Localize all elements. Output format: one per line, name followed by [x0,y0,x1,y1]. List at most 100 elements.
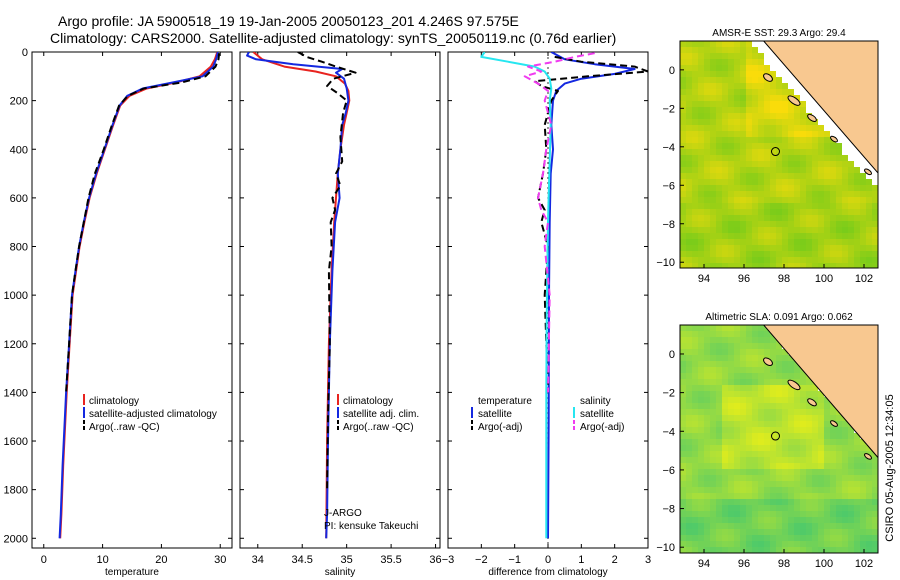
island [787,379,801,391]
map-cell [818,233,824,239]
map-cell [758,179,764,185]
map-cell [806,185,812,191]
map-cell [764,499,770,505]
map-cell [782,481,788,487]
map-cell [734,379,740,385]
map-cell [836,155,842,161]
map-cell [782,379,788,385]
map-cell [680,95,686,101]
map-cell [794,209,800,215]
map-cell [800,541,806,547]
map-cell [788,511,794,517]
map-cell [728,233,734,239]
map-cell [722,221,728,227]
map-cell [812,179,818,185]
map-cell [710,203,716,209]
map-cell [818,469,824,475]
map-cell [758,125,764,131]
map-cell [764,415,770,421]
map-cell [800,547,806,553]
map-cell [692,325,698,331]
map-cell [728,113,734,119]
island [830,135,838,143]
map-cell [872,523,878,529]
map-cell [800,511,806,517]
map-cell [722,239,728,245]
map-cell [746,343,752,349]
map-cell [794,367,800,373]
map-cell [830,227,836,233]
map-cell [794,535,800,541]
map-cell [752,343,758,349]
map-cell [848,167,854,173]
map-cell [758,185,764,191]
map-cell [740,185,746,191]
map-cell [764,83,770,89]
map-cell [788,541,794,547]
map-cell [740,439,746,445]
map-cell [764,337,770,343]
map-cell [752,397,758,403]
map-cell [782,119,788,125]
map-cell [806,499,812,505]
map-cell [782,209,788,215]
map-cell [734,239,740,245]
map-cell [746,125,752,131]
map-cell [722,349,728,355]
map-cell [710,463,716,469]
map-cell [740,475,746,481]
map-cell [806,209,812,215]
map-cell [758,445,764,451]
map-cell [686,131,692,137]
map-cell [680,487,686,493]
map-cell [812,203,818,209]
map-cell [692,137,698,143]
map-cell [812,451,818,457]
map-cell [746,251,752,257]
map-cell [722,161,728,167]
map-cell [854,439,860,445]
map-cell [764,215,770,221]
map-cell [734,137,740,143]
map-cell [722,499,728,505]
map-cell [794,203,800,209]
map-cell [716,257,722,263]
map-cell [806,445,812,451]
map-cell [776,367,782,373]
map-cell [782,403,788,409]
map-cell [698,155,704,161]
map-cell [740,391,746,397]
map-cell [842,227,848,233]
map-cell [848,499,854,505]
map-cell [800,469,806,475]
map-cell [812,409,818,415]
map-cell [752,233,758,239]
map-cell [842,493,848,499]
map-cell [836,161,842,167]
map-cell [842,517,848,523]
map-cell [824,493,830,499]
map-cell [836,257,842,263]
map-cell [782,415,788,421]
map-cell [716,331,722,337]
map-cell [812,505,818,511]
map-cell [776,185,782,191]
map-cell [752,523,758,529]
map-cell [764,239,770,245]
map-cell [842,427,848,433]
map-cell [872,541,878,547]
map-cell [788,107,794,113]
map-cell [710,541,716,547]
map-cell [728,257,734,263]
map-cell [710,173,716,179]
map-cell [854,493,860,499]
map-cell [692,451,698,457]
map-cell [710,179,716,185]
map-cell [764,439,770,445]
map-cell [842,173,848,179]
map-cell [776,125,782,131]
map-cell [872,263,878,268]
map-cell [734,439,740,445]
map-cell [746,427,752,433]
map-cell [752,517,758,523]
